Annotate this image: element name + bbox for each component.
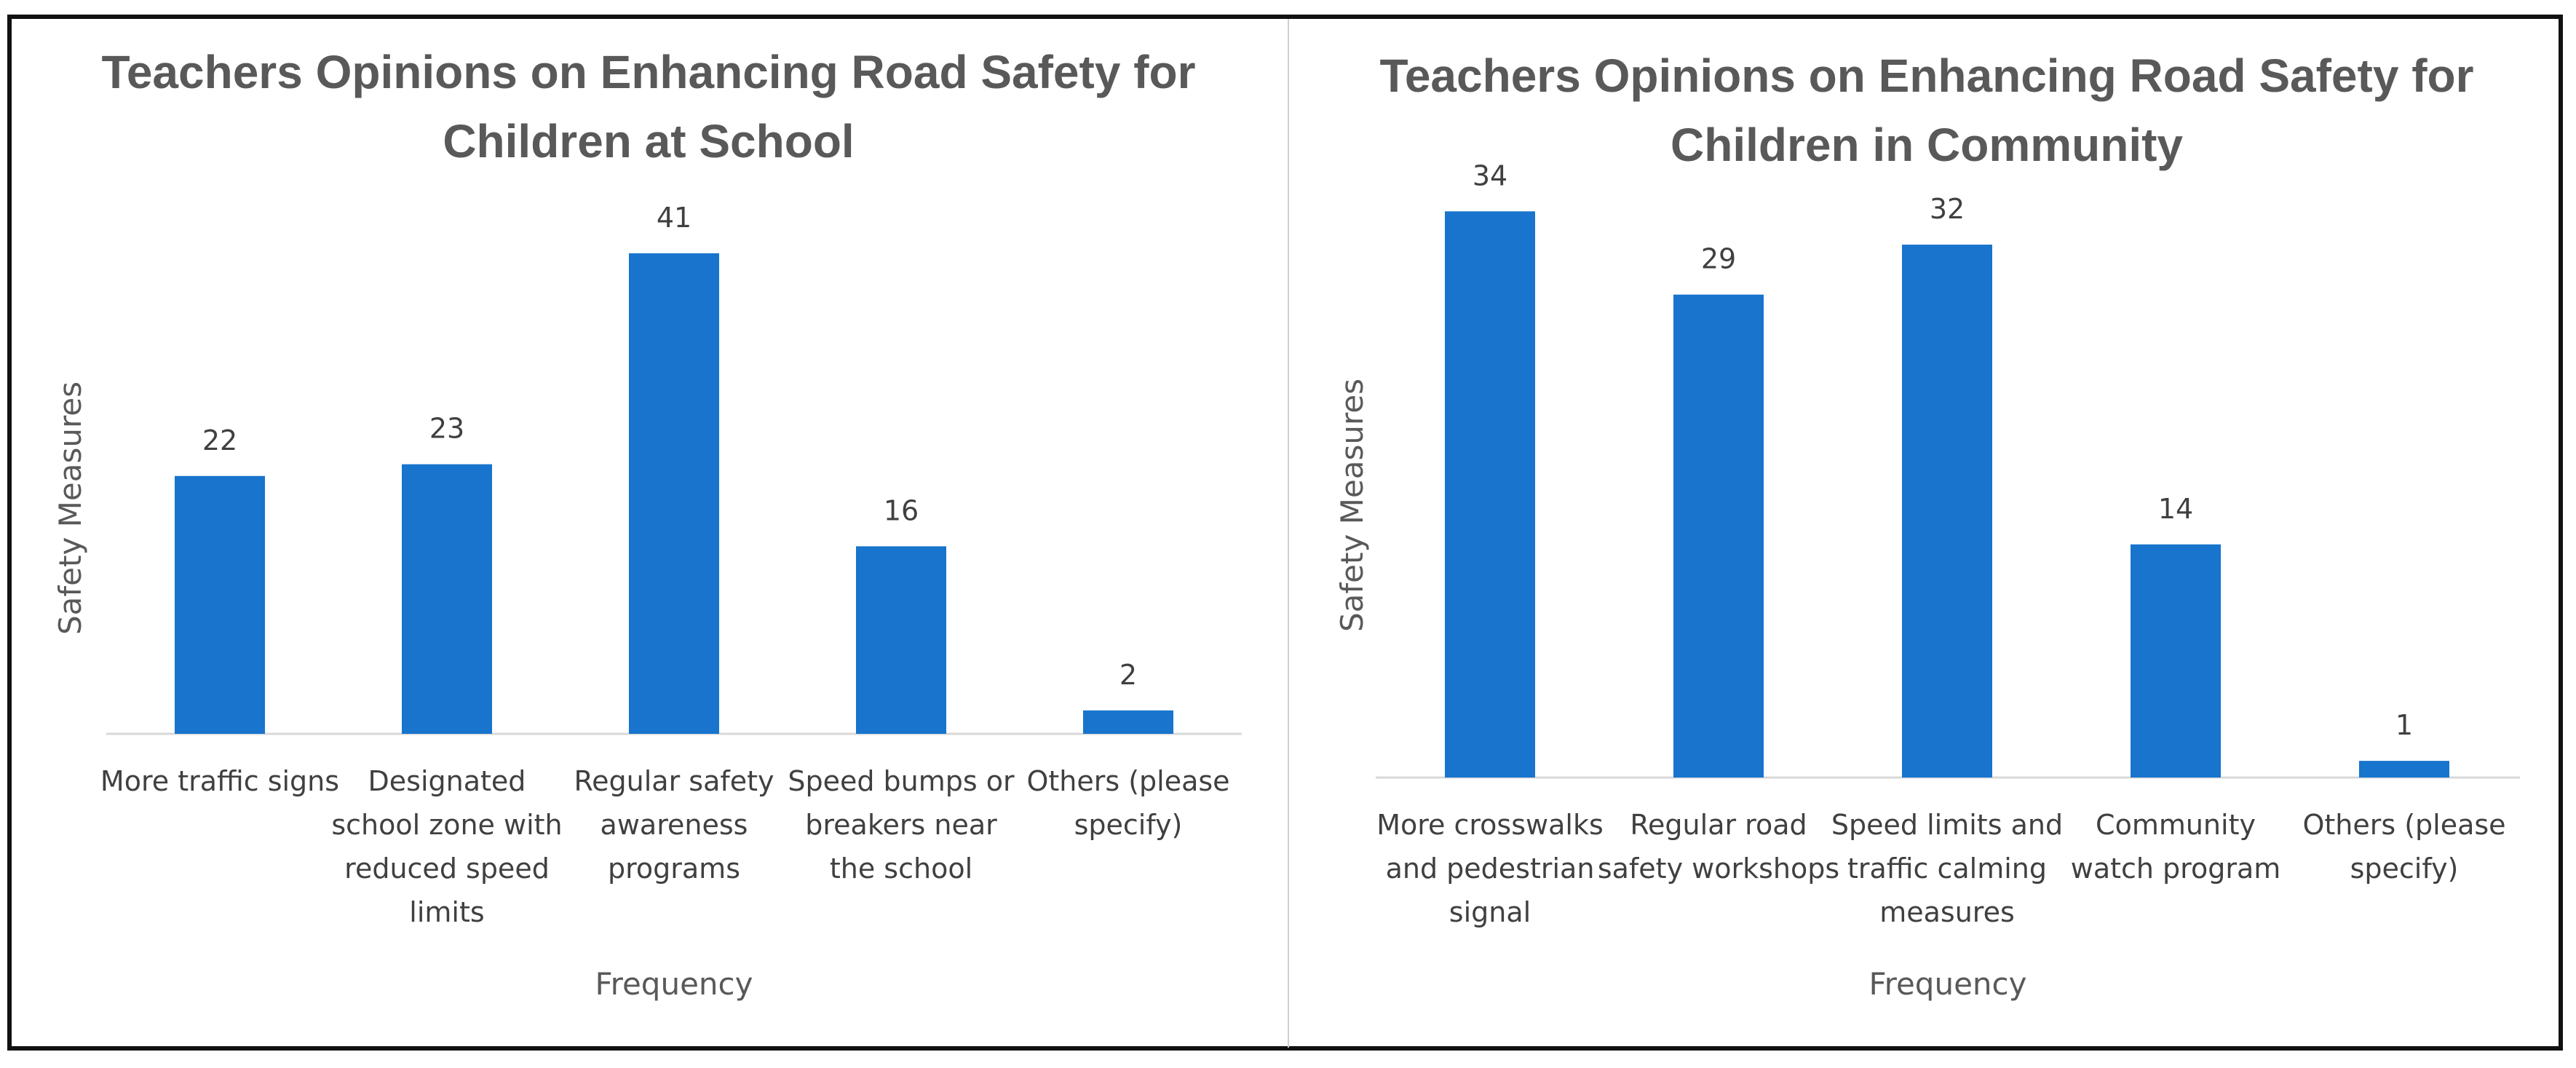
x-tick-label: signal [1449,896,1531,928]
x-tick-label: Speed bumps or [788,765,1015,797]
x-tick-label: measures [1879,896,2015,928]
x-tick-label: reduced speed [344,853,550,885]
x-tick-label: More crosswalks [1376,809,1604,841]
x-tick-label: breakers near [805,809,997,841]
x-axis-label: Frequency [595,966,753,1002]
x-tick-label: Others (please [2302,809,2505,841]
chart-community: Teachers Opinions on Enhancing Road Safe… [1334,50,2520,1002]
data-label-5: 2 [1119,659,1137,691]
x-tick-label: limits [409,896,484,928]
chart-panel-school: Teachers Opinions on Enhancing Road Safe… [12,19,1285,1046]
x-tick-label: Designated [368,765,526,797]
chart-title-line: Teachers Opinions on Enhancing Road Safe… [101,46,1195,98]
data-label-1: 22 [202,424,237,456]
x-axis-label: Frequency [1869,966,2027,1002]
y-axis-label: Safety Measures [52,381,88,635]
bar-5 [1083,710,1173,734]
chart-title-line: Children at School [443,115,854,167]
x-tick-label: Others (please [1026,765,1229,797]
bar-2 [402,464,492,734]
bar-5 [2359,761,2449,778]
bar-2 [1673,294,1764,778]
chart-panel-community: Teachers Opinions on Enhancing Road Safe… [1290,19,2561,1046]
x-tick-label: watch program [2071,853,2281,885]
x-tick-label: Regular road [1630,809,1807,841]
data-label-4: 16 [884,494,919,526]
x-tick-label: Regular safety [574,765,774,797]
bar-3 [1902,245,1992,778]
x-tick-label: safety workshops [1598,853,1839,885]
bar-1 [1445,211,1535,778]
x-tick-label: the school [830,853,972,885]
x-tick-label: specify) [1074,809,1183,841]
x-tick-label: school zone with [331,809,562,841]
data-label-3: 32 [1930,193,1965,225]
data-label-3: 41 [657,202,691,234]
x-tick-label: More traffic signs [100,765,339,797]
data-label-1: 34 [1473,159,1507,191]
x-tick-label: specify) [2350,853,2459,885]
bar-1 [175,475,265,734]
x-tick-label: traffic calming [1847,853,2047,885]
x-tick-label: and pedestrian [1386,853,1595,885]
x-tick-label: programs [608,853,740,885]
panel-divider [1288,19,1289,1048]
data-label-5: 1 [2395,709,2413,741]
bar-3 [629,253,719,735]
chart-title-line: Teachers Opinions on Enhancing Road Safe… [1379,50,2473,102]
bar-4 [856,546,946,734]
x-tick-label: Speed limits and [1831,809,2063,841]
x-tick-label: awareness [601,809,748,841]
x-tick-label: Community [2096,809,2256,841]
data-label-2: 29 [1701,243,1736,275]
chart-title-line: Children in Community [1671,119,2183,171]
data-label-2: 23 [429,413,464,445]
data-label-4: 14 [2158,493,2193,525]
y-axis-label: Safety Measures [1334,379,1370,632]
chart-school: Teachers Opinions on Enhancing Road Safe… [52,46,1242,1002]
bar-4 [2131,544,2221,778]
